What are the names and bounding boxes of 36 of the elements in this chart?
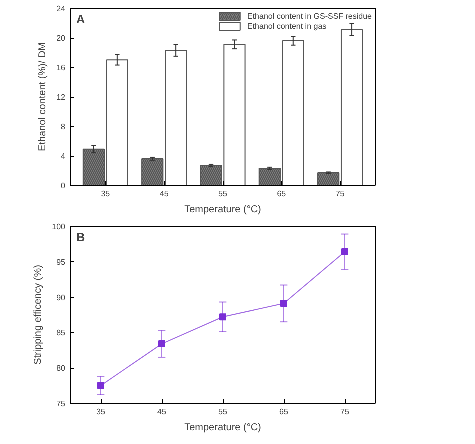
y-tick-label: 4 [61, 152, 66, 161]
y-tick-label: 95 [56, 258, 66, 267]
x-tick-label: 65 [277, 190, 287, 198]
y-axis-title: Stripping efficency (%) [33, 265, 44, 365]
x-tick-label: 35 [96, 408, 106, 416]
x-axis-title: Temperature (°C) [184, 422, 262, 434]
x-tick-label: 45 [158, 408, 167, 416]
y-tick-label: 100 [52, 222, 66, 232]
y-tick-label: 20 [56, 34, 66, 43]
x-tick-label: 55 [218, 190, 228, 198]
point [158, 340, 166, 348]
y-tick-label: 85 [56, 328, 66, 338]
y-tick-label: 75 [56, 400, 66, 408]
y-tick-label: 80 [56, 364, 66, 374]
legend-label: Ethanol content in gas [247, 22, 327, 30]
y-tick-label: 8 [61, 122, 66, 132]
y-tick-label: 0 [61, 182, 66, 190]
x-tick-label: 65 [280, 408, 289, 416]
x-axis-title: Temperature (°C) [184, 204, 262, 216]
x-tick-label: 35 [101, 190, 111, 198]
y-tick-label: 90 [56, 293, 66, 302]
y-axis-title: Ethanol content (%)/ DM [38, 42, 49, 152]
y-tick-label: 16 [56, 64, 66, 72]
x-tick-label: 55 [218, 408, 228, 416]
y-tick-label: 24 [56, 4, 66, 14]
y-tick-label: 12 [56, 93, 66, 102]
point [220, 314, 226, 321]
chart-title: A [76, 12, 86, 26]
x-tick-label: 75 [340, 408, 350, 416]
point [342, 248, 348, 256]
x-tick-label: 45 [160, 190, 170, 198]
legend-label: Ethanol content in GS-SSF residue [247, 12, 372, 20]
chart-title: B [76, 230, 86, 244]
x-tick-label: 75 [336, 190, 346, 198]
point [280, 300, 288, 308]
point [98, 382, 104, 390]
